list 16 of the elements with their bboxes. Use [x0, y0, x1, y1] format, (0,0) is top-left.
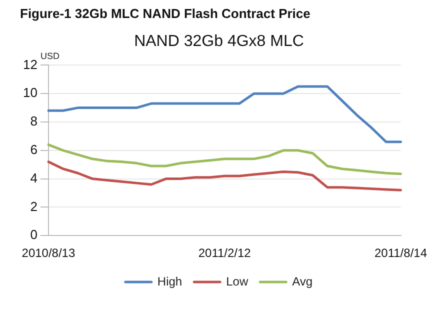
x-tick-label: 2011/2/12 — [198, 246, 252, 260]
legend-label: High — [157, 274, 182, 288]
chart-subtitle: NAND 32Gb 4Gx8 MLC — [134, 33, 304, 50]
y-axis-title: USD — [40, 51, 60, 62]
x-tick-label: 2010/8/13 — [22, 246, 76, 260]
chart-title: Figure-1 32Gb MLC NAND Flash Contract Price — [20, 6, 310, 21]
y-tick-label: 2 — [30, 198, 38, 214]
legend-label: Low — [226, 274, 248, 288]
y-tick-label: 4 — [30, 170, 38, 186]
legend-label: Avg — [292, 274, 313, 288]
y-tick-label: 8 — [30, 114, 38, 129]
y-tick-label: 10 — [22, 85, 38, 100]
x-tick-label: 2011/8/14 — [374, 246, 428, 260]
y-tick-label: 6 — [30, 142, 38, 157]
y-tick-label: 12 — [22, 56, 38, 72]
y-tick-label: 0 — [30, 227, 38, 242]
